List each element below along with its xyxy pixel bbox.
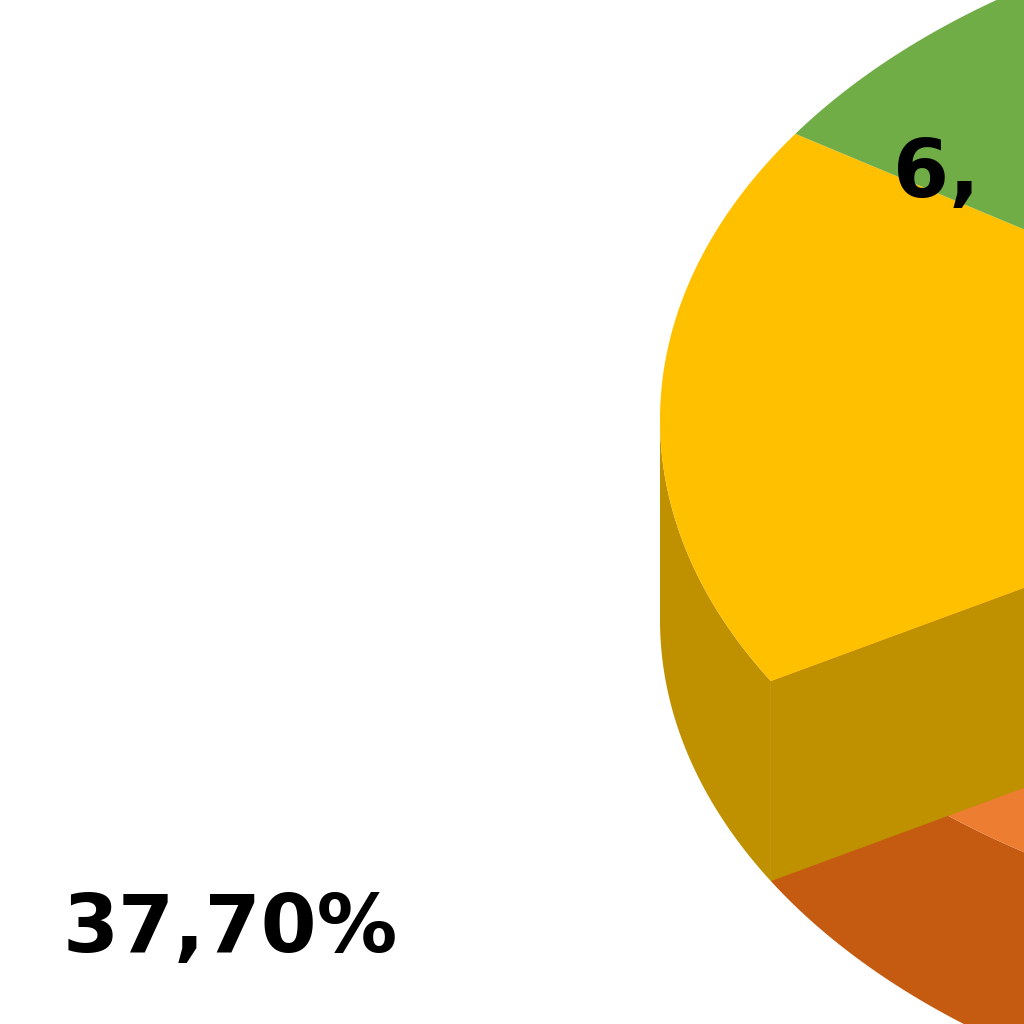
Polygon shape bbox=[771, 420, 1024, 915]
Text: 6,: 6, bbox=[893, 136, 980, 214]
Polygon shape bbox=[660, 134, 1024, 681]
Polygon shape bbox=[771, 420, 1024, 882]
Polygon shape bbox=[796, 0, 1024, 420]
Polygon shape bbox=[771, 420, 1024, 882]
Text: 37,70%: 37,70% bbox=[62, 891, 397, 969]
Polygon shape bbox=[771, 681, 1024, 1024]
Polygon shape bbox=[660, 422, 771, 882]
